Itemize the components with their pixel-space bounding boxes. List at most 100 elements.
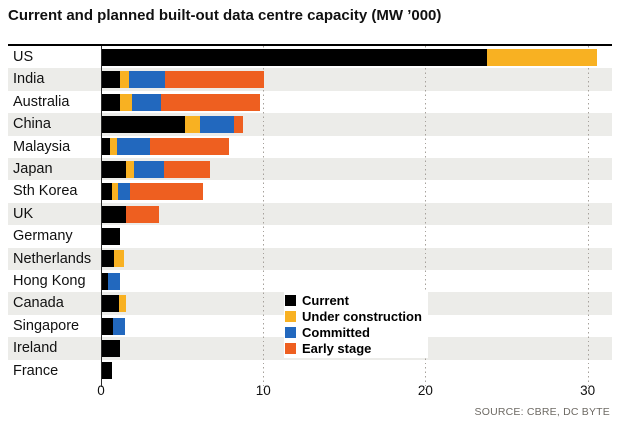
category-label-netherlands: Netherlands [13, 250, 92, 267]
bar-segment-under-construction [487, 48, 598, 66]
bar-segment-under-construction [109, 138, 118, 156]
bar-segment-under-construction [112, 183, 119, 201]
x-tick-label-10: 10 [255, 383, 271, 398]
bar-segment-under-construction [113, 250, 124, 268]
category-label-germany: Germany [13, 228, 73, 245]
category-label-uk: UK [13, 205, 34, 222]
x-axis: 0 10 20 30 [97, 383, 612, 400]
bar-segment-early-stage [234, 115, 243, 133]
bar-segment-under-construction [120, 93, 132, 111]
bar-segment-committed [199, 115, 234, 133]
bar-segment-under-construction [118, 295, 127, 313]
legend-item-current: Current [285, 292, 422, 308]
legend: Current Under construction Committed Early … [284, 291, 428, 358]
chart-row-malaysia: Malaysia [8, 136, 612, 158]
bar-segment-under-construction [119, 71, 130, 89]
bar-segment-current [101, 48, 488, 66]
category-label-sth-korea: Sth Korea [13, 183, 78, 200]
bar-segment-current [101, 339, 120, 357]
legend-item-under-construction: Under construction [285, 308, 422, 324]
legend-item-committed: Committed [285, 324, 422, 340]
bar-segment-early-stage [126, 205, 160, 223]
x-tick-label-20: 20 [417, 383, 433, 398]
bar-track-sth-korea [101, 183, 612, 201]
chart-row-sth-korea: Sth Korea [8, 180, 612, 202]
x-tick-label-30: 30 [580, 383, 596, 398]
bar-segment-committed [113, 317, 125, 335]
bar-segment-current [101, 250, 114, 268]
legend-swatch-early-stage [285, 342, 296, 354]
category-label-australia: Australia [13, 93, 70, 110]
category-label-india: India [13, 71, 45, 88]
bar-track-australia [101, 93, 612, 111]
chart-row-china: China [8, 113, 612, 136]
bar-segment-under-construction [185, 115, 200, 133]
bar-segment-committed [108, 272, 121, 290]
legend-swatch-under-construction [285, 310, 296, 322]
bar-track-netherlands [101, 250, 612, 268]
category-label-hong-kong: Hong Kong [13, 273, 86, 290]
bar-segment-current [101, 71, 120, 89]
category-label-us: US [13, 48, 34, 65]
bar-segment-current [101, 93, 121, 111]
legend-swatch-committed [285, 326, 296, 338]
bar-track-hong-kong [101, 272, 612, 290]
bar-segment-committed [118, 183, 131, 201]
bar-segment-current [101, 272, 109, 290]
category-label-malaysia: Malaysia [13, 138, 71, 155]
bar-track-germany [101, 227, 612, 245]
bar-track-japan [101, 160, 612, 178]
bar-segment-committed [117, 138, 150, 156]
bar-track-singapore [101, 317, 612, 335]
bar-segment-early-stage [130, 183, 204, 201]
chart-row-india: India [8, 68, 612, 91]
chart-row-singapore: Singapore [8, 315, 612, 337]
bar-segment-committed [134, 160, 165, 178]
legend-label-committed: Committed [302, 324, 370, 340]
chart-row-japan: Japan [8, 158, 612, 181]
chart-rows: US India Australia China Malaysia Japan Sth Ko… [8, 46, 612, 382]
bar-track-uk [101, 205, 612, 223]
bar-segment-current [101, 295, 119, 313]
bar-segment-early-stage [165, 71, 264, 89]
chart-row-germany: Germany [8, 225, 612, 247]
bar-segment-early-stage [160, 93, 260, 111]
bar-segment-current [101, 362, 113, 380]
bar-segment-current [101, 138, 110, 156]
legend-label-early-stage: Early stage [302, 340, 372, 356]
chart-row-netherlands: Netherlands [8, 247, 612, 271]
category-label-canada: Canada [13, 295, 64, 312]
bar-segment-current [101, 115, 186, 133]
legend-swatch-current [285, 294, 296, 306]
category-label-japan: Japan [13, 160, 53, 177]
chart-row-france: France [8, 360, 612, 382]
category-label-ireland: Ireland [13, 340, 58, 357]
bar-segment-current [101, 205, 127, 223]
legend-label-under-construction: Under construction [302, 308, 422, 324]
bar-segment-current [101, 317, 114, 335]
bar-segment-current [101, 183, 113, 201]
bar-segment-early-stage [164, 160, 210, 178]
category-label-france: France [13, 362, 59, 379]
chart-title: Current and planned built-out data centr… [8, 7, 442, 24]
chart-row-australia: Australia [8, 91, 612, 113]
x-tick-label-0: 0 [97, 383, 105, 398]
plot-area: US India Australia China Malaysia Japan Sth Ko… [8, 44, 612, 390]
bar-segment-committed [131, 93, 161, 111]
bar-track-malaysia [101, 138, 612, 156]
chart-row-uk: UK [8, 202, 612, 226]
bar-track-india [101, 71, 612, 89]
legend-item-early-stage: Early stage [285, 340, 422, 356]
bar-track-us [101, 48, 612, 66]
chart-row-us: US [8, 46, 612, 68]
bar-segment-committed [129, 71, 166, 89]
chart-row-hong-kong: Hong Kong [8, 270, 612, 292]
zero-axis-line [101, 46, 102, 387]
bar-segment-early-stage [149, 138, 230, 156]
bar-segment-current [101, 160, 127, 178]
legend-label-current: Current [302, 292, 349, 308]
source-credit: SOURCE: CBRE, DC BYTE [474, 406, 610, 418]
bar-track-canada [101, 295, 612, 313]
bar-segment-under-construction [126, 160, 135, 178]
bar-track-china [101, 115, 612, 133]
